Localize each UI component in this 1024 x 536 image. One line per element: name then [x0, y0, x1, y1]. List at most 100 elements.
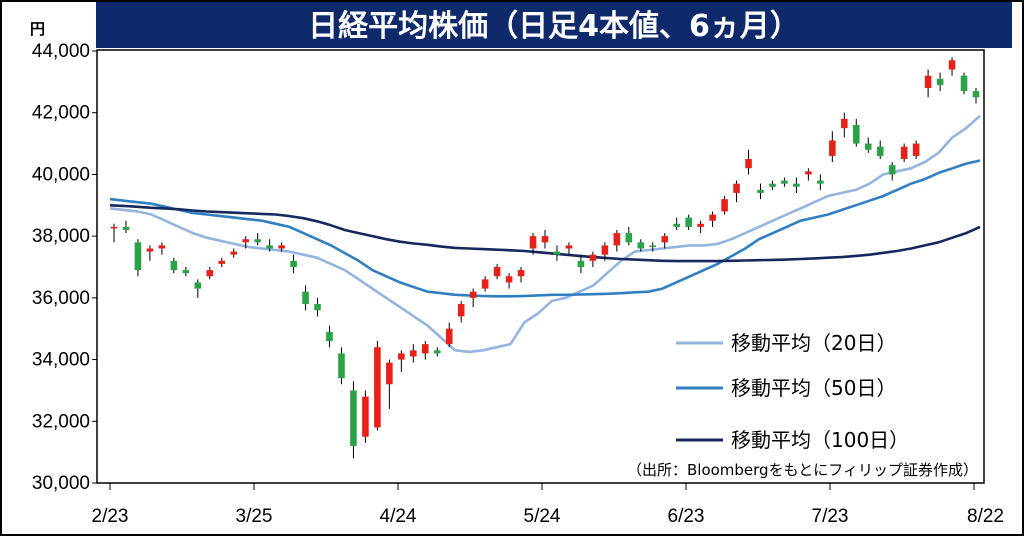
candle: [505, 273, 513, 289]
candle-body: [122, 226, 130, 230]
candle: [481, 276, 489, 292]
candle-body: [326, 331, 333, 342]
candle-body: [206, 270, 214, 277]
candle-body: [721, 199, 728, 212]
candle-body: [733, 183, 740, 193]
candle: [314, 297, 321, 317]
candle: [793, 177, 800, 193]
candle: [625, 226, 633, 246]
candle-body: [398, 353, 405, 360]
series-line-ma50: [109, 159, 981, 298]
candle-body: [553, 251, 561, 255]
candle-body: [481, 279, 489, 289]
candle: [721, 196, 728, 215]
candle-body: [242, 239, 249, 243]
candle: [733, 180, 740, 203]
candle: [589, 251, 597, 267]
candle: [374, 341, 381, 431]
candle: [912, 140, 920, 159]
legend-label-ma100: 移動平均（100日）: [731, 428, 909, 452]
candle-body: [805, 171, 812, 175]
candle-body: [661, 236, 669, 243]
candle: [805, 168, 812, 181]
candle-body: [972, 91, 980, 98]
y-unit-label: 円: [30, 20, 45, 38]
candle: [445, 322, 453, 348]
candle-body: [577, 260, 585, 267]
candle-body: [386, 362, 393, 385]
candle: [469, 288, 477, 308]
candle-body: [529, 236, 537, 249]
plot-area: [96, 49, 985, 484]
candle: [637, 239, 645, 252]
candle: [829, 131, 836, 163]
candle: [876, 140, 884, 159]
candle-body: [338, 353, 345, 379]
candle: [541, 229, 549, 249]
candle: [290, 254, 297, 274]
candle-body: [817, 180, 824, 184]
candle: [864, 137, 872, 153]
candle: [661, 233, 669, 249]
candle: [146, 245, 154, 261]
candle-body: [194, 282, 202, 289]
candle-body: [900, 146, 908, 159]
candle-body: [697, 223, 704, 227]
source-note: （出所：Bloombergをもとにフィリップ証券作成）: [627, 461, 978, 479]
candle-body: [110, 226, 118, 229]
candle-body: [362, 396, 369, 437]
x-tick-label: 3/25: [236, 506, 273, 527]
candle-body: [505, 276, 513, 283]
candle-body: [170, 260, 178, 271]
x-axis: 2/23 3/25 4/24 5/24 6/23 7/23 8/22: [92, 483, 1004, 527]
candle: [457, 300, 465, 323]
candle: [362, 390, 369, 443]
candle-body: [410, 350, 417, 357]
x-tick-label: 6/23: [668, 506, 705, 527]
candle: [410, 344, 417, 363]
x-tick-label: 7/23: [812, 506, 849, 527]
candle-body: [769, 183, 776, 187]
candle: [326, 325, 333, 348]
candle: [852, 118, 860, 147]
candle: [529, 233, 537, 255]
candle-body: [685, 217, 692, 227]
candle: [254, 233, 261, 246]
y-tick-label: 42,000: [32, 103, 90, 124]
candle-body: [864, 143, 872, 150]
candle-body: [182, 270, 190, 274]
candle-body: [793, 183, 800, 187]
candle-body: [493, 267, 501, 277]
candle: [266, 239, 273, 252]
candles: [110, 57, 980, 459]
candle-body: [601, 245, 609, 255]
candle: [972, 88, 980, 104]
y-tick-label: 44,000: [32, 41, 90, 62]
candle-body: [290, 260, 297, 267]
candle: [278, 242, 285, 252]
candle-body: [302, 291, 309, 305]
y-tick-label: 30,000: [32, 473, 90, 494]
candle-body: [924, 75, 932, 89]
candle-body: [613, 233, 621, 246]
y-tick-label: 34,000: [32, 350, 90, 371]
candle: [888, 162, 896, 181]
candle: [709, 211, 716, 227]
candle: [948, 57, 956, 76]
candle: [134, 239, 142, 277]
candle: [757, 183, 764, 200]
moving-average-lines: [109, 114, 981, 354]
x-tick-label: 8/22: [967, 506, 1004, 527]
candle: [338, 347, 345, 385]
legend-label-ma20: 移動平均（20日）: [731, 331, 896, 355]
candle-body: [745, 159, 752, 169]
candle: [398, 350, 405, 372]
candle: [122, 220, 130, 234]
candle-body: [852, 125, 860, 144]
candle: [230, 248, 238, 258]
y-axis: 44,000 42,000 40,000 38,000 36,000 34,000 32,0…: [32, 41, 97, 494]
candle: [433, 347, 441, 357]
candle-body: [649, 245, 657, 247]
candle-body: [278, 245, 285, 249]
